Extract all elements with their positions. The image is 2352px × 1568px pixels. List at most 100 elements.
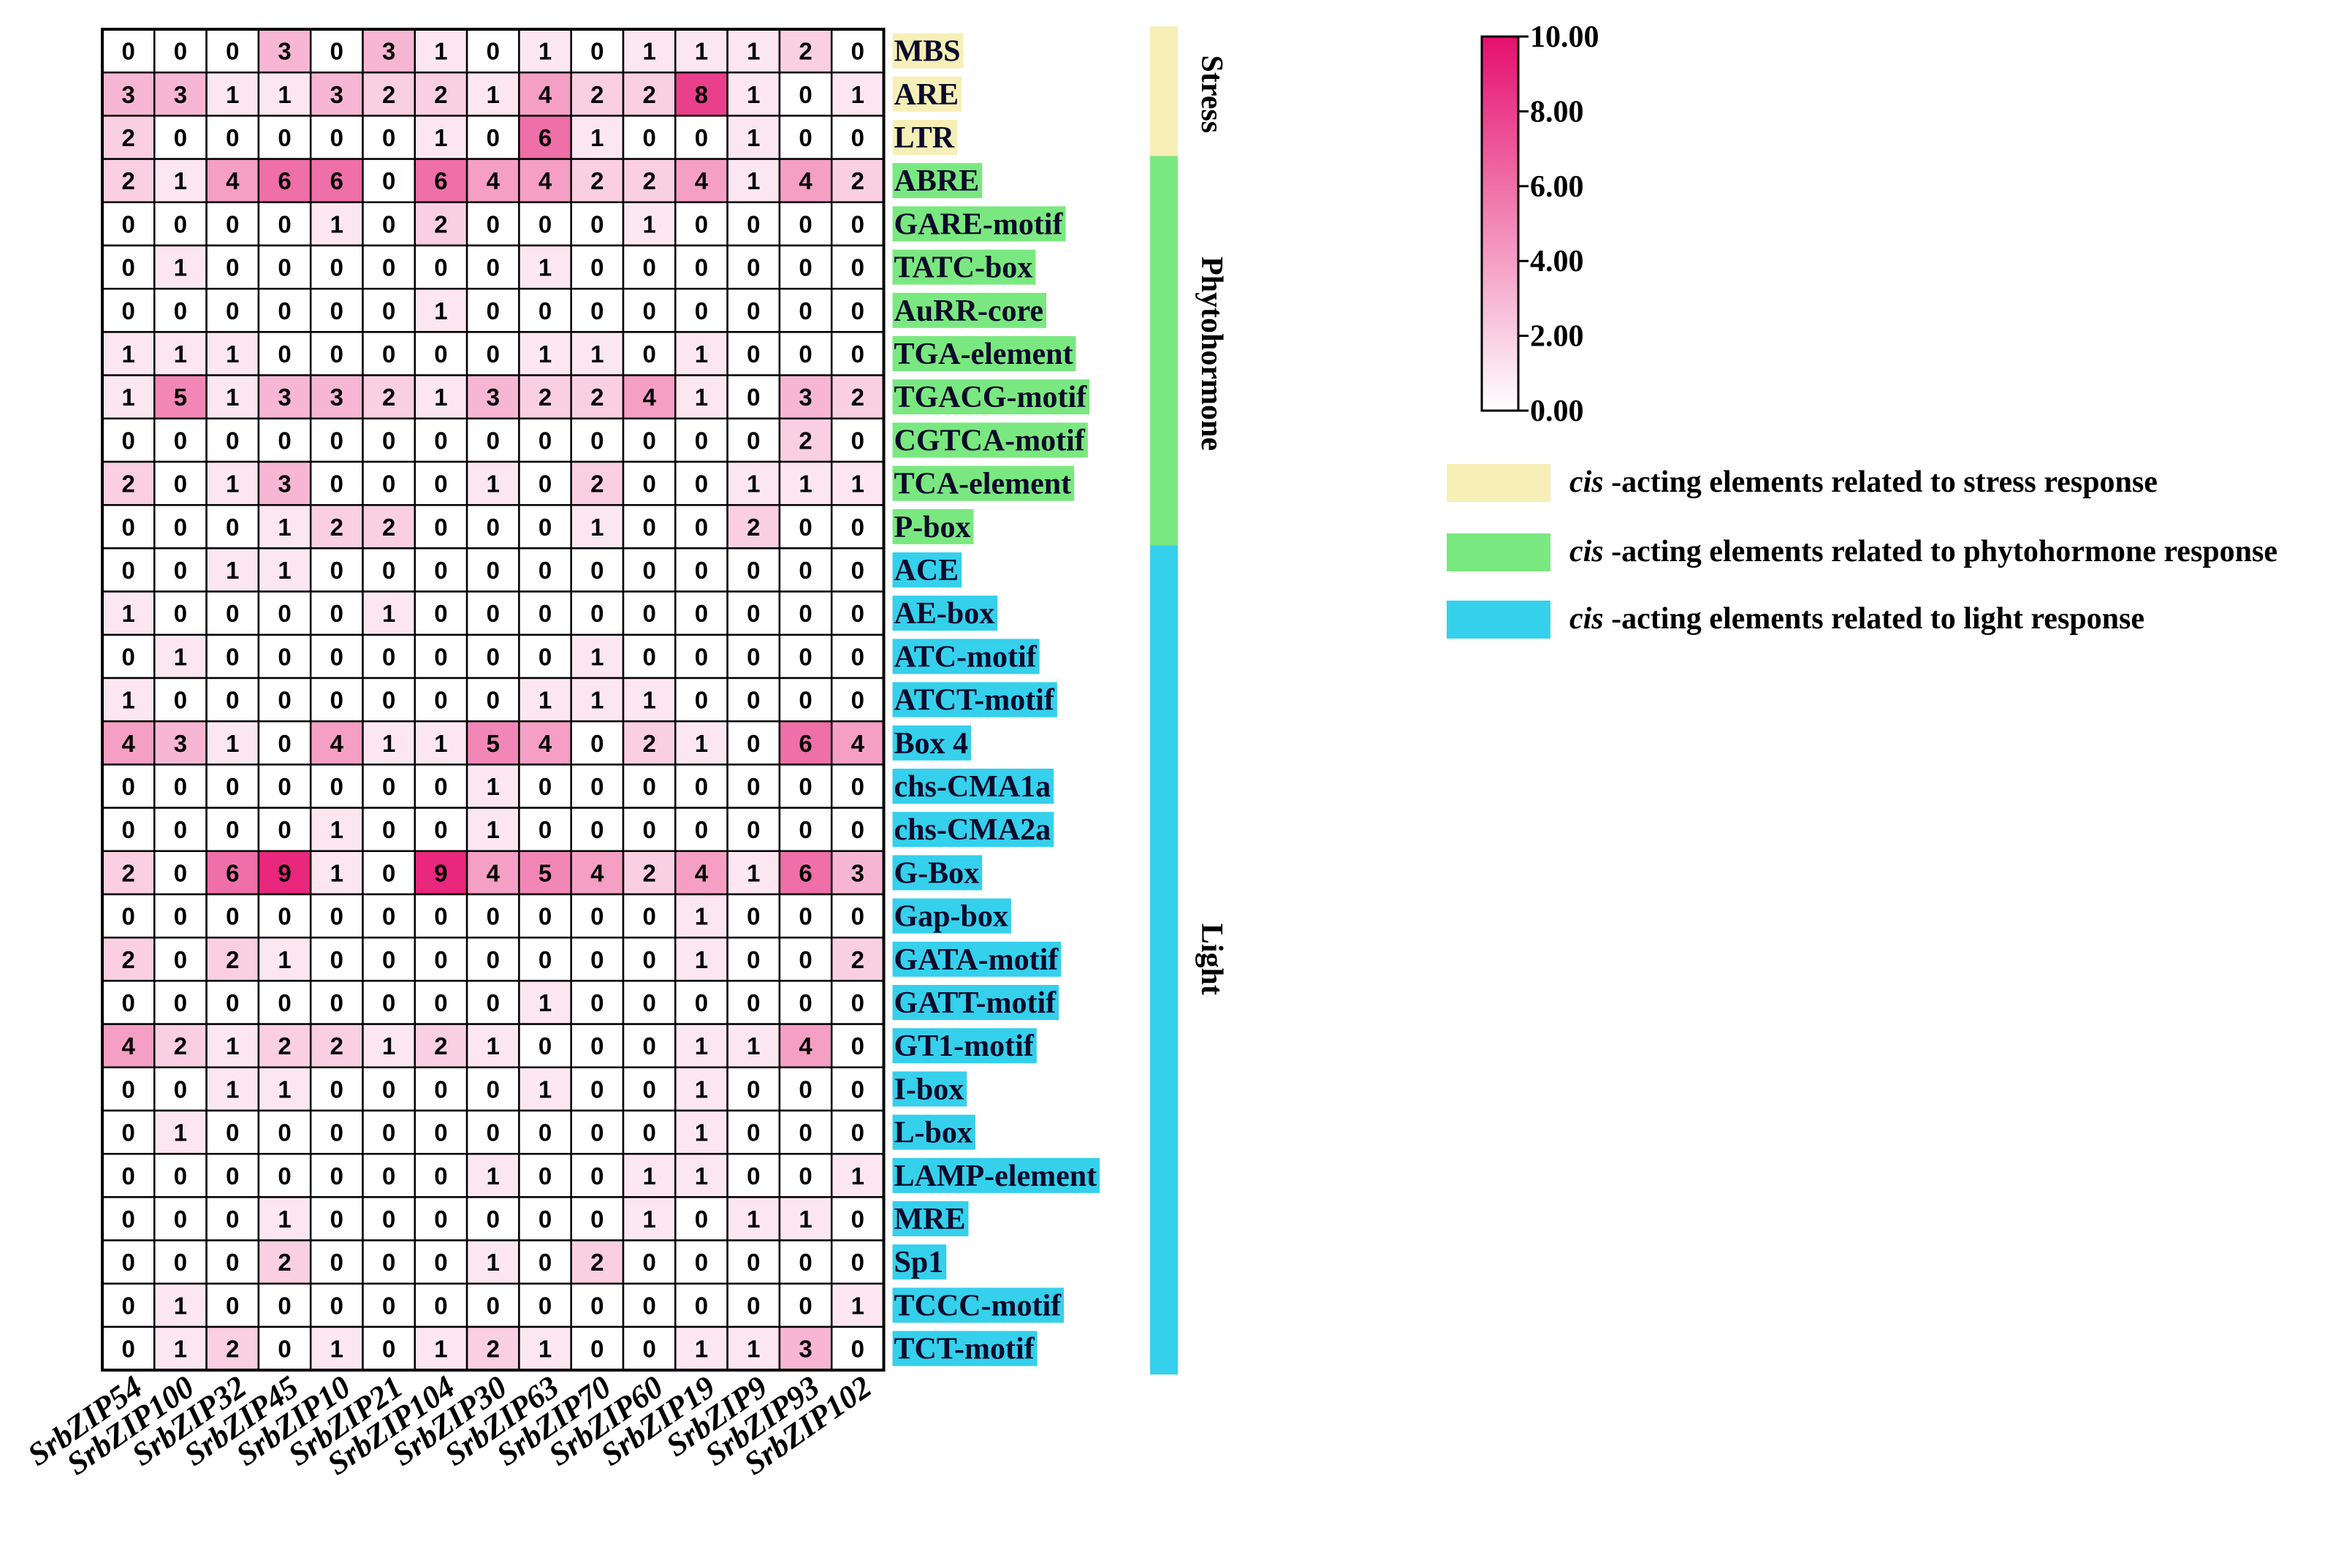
- cell-value-label: 0: [538, 1119, 552, 1146]
- cell-value-label: 2: [590, 384, 604, 411]
- cell-value-label: 0: [799, 903, 812, 930]
- heatmap-cell: [101, 287, 156, 333]
- cell-value-label: 0: [851, 687, 864, 714]
- heatmap-cell: [101, 1196, 156, 1241]
- cell-value-label: 0: [851, 1119, 864, 1146]
- cell-value-label: 0: [590, 600, 604, 627]
- cell-value-label: 1: [382, 730, 395, 757]
- cell-value-label: 0: [747, 903, 760, 930]
- cell-value-label: 0: [487, 557, 500, 584]
- heatmap-cell: [414, 1109, 468, 1155]
- heatmap-cell: [726, 1152, 781, 1198]
- cell-value-label: 1: [226, 384, 239, 411]
- cell-value-label: 0: [226, 297, 239, 324]
- heatmap-cell: [778, 850, 833, 896]
- cell-value-label: 1: [278, 514, 291, 541]
- heatmap-cell: [309, 980, 364, 1025]
- heatmap-cell: [674, 1325, 728, 1371]
- cell-value-label: 1: [226, 340, 239, 368]
- cell-value-label: 0: [590, 38, 604, 65]
- cell-value-label: 1: [695, 384, 708, 411]
- cell-value-label: 0: [174, 1206, 187, 1233]
- heatmap-cell: [674, 1023, 728, 1069]
- heatmap-cell: [309, 460, 364, 506]
- cell-value-label: 0: [434, 600, 447, 627]
- cell-value-label: 0: [434, 1076, 447, 1103]
- cell-value-label: 0: [851, 1076, 864, 1103]
- cell-value-label: 3: [174, 81, 187, 108]
- row-label-highlight: [892, 855, 983, 891]
- cell-value-label: 0: [799, 1076, 812, 1103]
- cell-value-label: 1: [121, 600, 134, 627]
- cell-value-label: 0: [642, 946, 655, 973]
- row-label-highlight: [892, 249, 1036, 285]
- heatmap-cell: [153, 244, 208, 290]
- cell-value-label: 0: [747, 297, 760, 324]
- cell-value-label: 0: [799, 1162, 812, 1190]
- cell-value-label: 1: [747, 859, 760, 886]
- cell-value-label: 0: [121, 989, 134, 1016]
- heatmap-cell: [622, 590, 677, 636]
- heatmap-cell: [414, 1239, 468, 1285]
- heatmap-cell: [622, 158, 677, 204]
- cell-value-label: 6: [278, 167, 291, 194]
- cell-value-label: 0: [747, 1249, 760, 1276]
- cell-value-label: 0: [799, 340, 812, 368]
- row-label-highlight: [892, 465, 1075, 501]
- heatmap-cell: [830, 980, 885, 1025]
- heatmap-cell: [830, 1066, 885, 1112]
- cell-value-label: 0: [278, 427, 291, 454]
- heatmap-cell: [518, 374, 572, 420]
- color-scale-gradient: [1480, 35, 1520, 412]
- legend-swatch: [1447, 601, 1550, 639]
- cell-value-label: 0: [590, 1206, 604, 1233]
- cell-value-label: 1: [695, 38, 708, 65]
- row-label-text: AuRR-core: [894, 294, 1044, 328]
- cell-value-label: 0: [747, 1162, 760, 1190]
- cell-value-label: 0: [330, 989, 343, 1016]
- cell-value-label: 4: [590, 859, 604, 886]
- cell-value-label: 1: [174, 1336, 187, 1363]
- heatmap-cell: [726, 850, 781, 896]
- color-scale-tick-label: 10.00: [1530, 20, 1599, 54]
- heatmap-cell: [362, 287, 416, 333]
- heatmap-cell: [205, 980, 260, 1025]
- heatmap-cell: [465, 417, 520, 463]
- cell-value-label: 0: [330, 643, 343, 670]
- cell-value-label: 0: [590, 210, 604, 237]
- row-label-text: P-box: [894, 511, 971, 544]
- heatmap-cell: [778, 287, 833, 333]
- cell-value-label: 1: [121, 687, 134, 714]
- heatmap-cell: [518, 720, 572, 766]
- cell-value-label: 0: [590, 1292, 604, 1319]
- cell-value-label: 0: [330, 903, 343, 930]
- heatmap-cell: [622, 633, 677, 680]
- cell-value-label: 0: [382, 167, 395, 194]
- cell-value-label: 1: [538, 254, 552, 281]
- cell-value-label: 0: [747, 643, 760, 670]
- cell-value-label: 2: [121, 859, 134, 886]
- row-label-highlight: [892, 33, 964, 69]
- row-label-text: LAMP-element: [894, 1160, 1097, 1193]
- cell-value-label: 6: [799, 730, 812, 757]
- row-label-text: Sp1: [894, 1246, 944, 1279]
- heatmap-cell: [309, 287, 364, 333]
- row-label: CGTCA-motif: [892, 422, 1088, 458]
- cell-value-label: 1: [747, 38, 760, 65]
- cell-value-label: 1: [487, 773, 500, 800]
- cell-value-label: 2: [121, 946, 134, 973]
- heatmap-cell: [257, 244, 312, 290]
- cell-value-label: 1: [330, 816, 343, 843]
- cell-value-label: 1: [330, 859, 343, 886]
- row-label-highlight: [892, 509, 974, 544]
- heatmap-cell: [362, 158, 416, 204]
- cell-value-label: 1: [382, 600, 395, 627]
- cell-value-label: 0: [382, 557, 395, 584]
- cell-value-label: 1: [538, 38, 552, 65]
- row-label-text: LTR: [894, 121, 955, 155]
- cell-value-label: 0: [538, 946, 552, 973]
- cell-value-label: 1: [226, 557, 239, 584]
- cell-value-label: 1: [278, 1206, 291, 1233]
- heatmap-cell: [414, 1152, 468, 1198]
- heatmap-cell: [830, 331, 885, 376]
